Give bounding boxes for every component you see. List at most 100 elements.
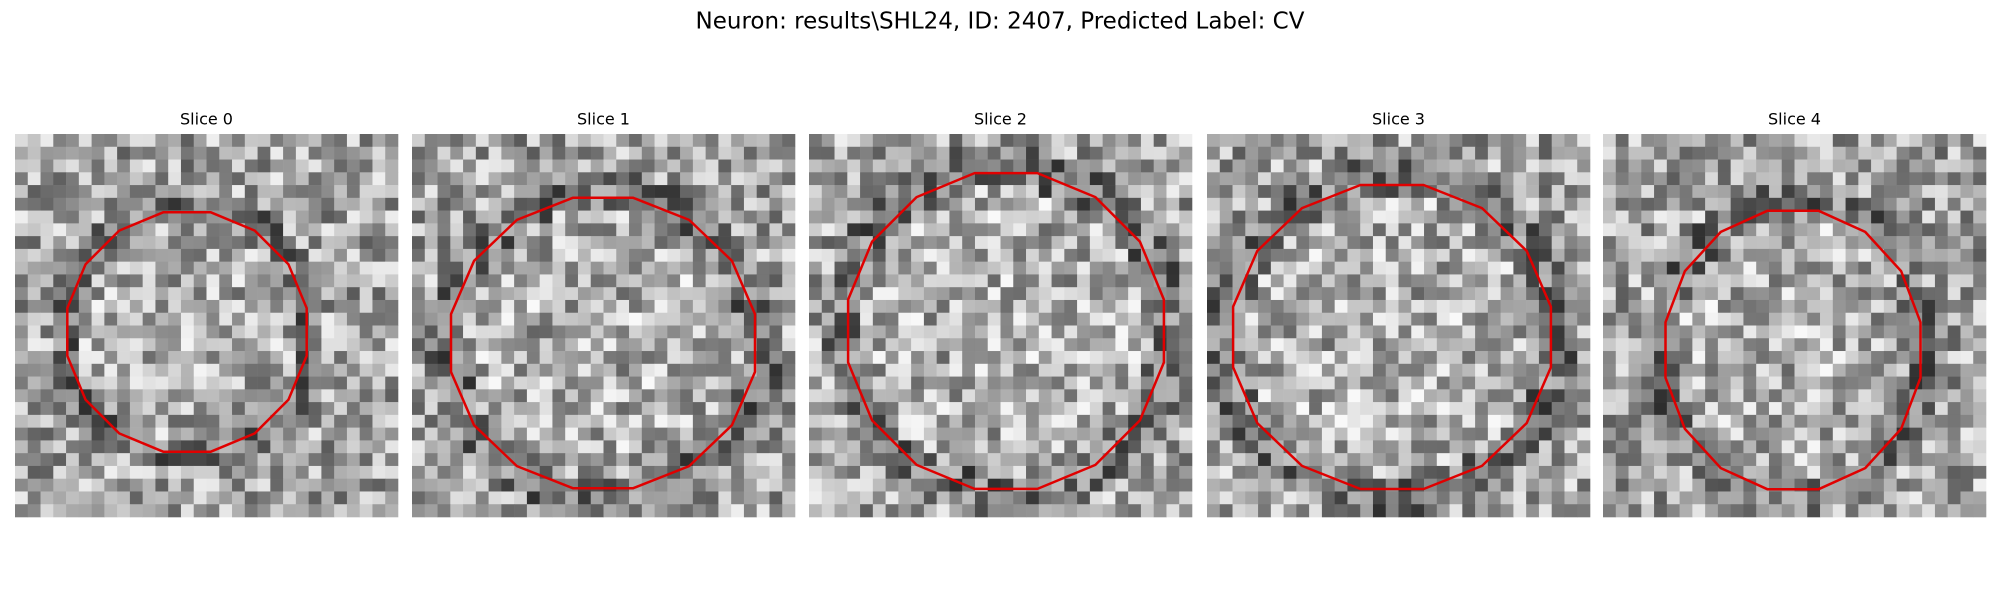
pixel [1513, 146, 1527, 160]
pixel [1896, 197, 1910, 211]
pixel [1064, 427, 1078, 441]
pixel [1475, 261, 1489, 275]
pixel [1424, 338, 1438, 352]
pixel [1705, 338, 1719, 352]
pixel [91, 389, 105, 403]
pixel [1717, 363, 1731, 377]
pixel [1909, 504, 1923, 518]
pixel [1564, 287, 1578, 301]
pixel [1960, 389, 1974, 403]
pixel [860, 274, 874, 288]
pixel [232, 402, 246, 416]
pixel [270, 491, 284, 505]
pixel [1577, 312, 1591, 326]
pixel [1013, 185, 1027, 199]
pixel [603, 453, 617, 467]
pixel [1219, 351, 1233, 365]
pixel [1845, 299, 1859, 314]
pixel [834, 146, 848, 160]
pixel [1436, 389, 1450, 403]
pixel [142, 478, 156, 492]
pixel [1551, 261, 1565, 275]
pixel [1102, 312, 1116, 326]
pixel [1309, 402, 1323, 416]
pixel [654, 223, 668, 237]
pixel [155, 389, 169, 403]
pixel [257, 376, 271, 390]
pixel [1115, 504, 1129, 518]
pixel [1102, 287, 1116, 301]
pixel [437, 338, 451, 352]
pixel [923, 146, 937, 160]
pixel [1411, 287, 1425, 301]
pixel [1871, 402, 1885, 416]
pixel [1832, 351, 1846, 365]
pixel [129, 338, 143, 352]
pixel [590, 299, 604, 314]
pixel [1258, 312, 1272, 326]
pixel [1089, 465, 1103, 479]
pixel [1934, 338, 1948, 352]
pixel [1166, 134, 1180, 148]
pixel [629, 146, 643, 160]
pixel [1947, 223, 1961, 237]
pixel [692, 248, 706, 262]
pixel [872, 172, 886, 186]
pixel [1807, 465, 1821, 479]
pixel [603, 402, 617, 416]
pixel [1717, 197, 1731, 211]
pixel [193, 504, 207, 518]
pixel [104, 465, 118, 479]
pixel [372, 312, 386, 326]
pixel [40, 172, 54, 186]
pixel [372, 274, 386, 288]
pixel [1577, 159, 1591, 173]
pixel [616, 351, 630, 365]
pixel [1845, 389, 1859, 403]
pixel [334, 440, 348, 454]
pixel [1347, 376, 1361, 390]
pixel [1756, 185, 1770, 199]
pixel [885, 504, 899, 518]
pixel [15, 351, 29, 365]
pixel [821, 312, 835, 326]
pixel [1973, 338, 1987, 352]
pixel [1845, 134, 1859, 148]
pixel [1475, 363, 1489, 377]
pixel [129, 389, 143, 403]
pixel [385, 402, 399, 416]
pixel [1641, 440, 1655, 454]
pixel [1487, 427, 1501, 441]
pixel [1538, 236, 1552, 250]
pixel [1858, 134, 1872, 148]
pixel [219, 134, 233, 148]
pixel [1909, 261, 1923, 275]
pixel [769, 453, 783, 467]
panel-title: Slice 3 [1372, 110, 1425, 129]
pixel [936, 491, 950, 505]
pixel [1666, 351, 1680, 365]
pixel [1538, 197, 1552, 211]
pixel [1526, 312, 1540, 326]
pixel [1679, 504, 1693, 518]
pixel [834, 197, 848, 211]
contour [1664, 209, 1922, 491]
pixel [1909, 274, 1923, 288]
pixel [731, 338, 745, 352]
pixel [385, 312, 399, 326]
pixel [743, 261, 757, 275]
pixel [1666, 312, 1680, 326]
pixel [1730, 414, 1744, 428]
pixel [1309, 389, 1323, 403]
pixel [308, 478, 322, 492]
pixel [539, 172, 553, 186]
pixel [514, 351, 528, 365]
pixel [450, 440, 464, 454]
pixel [1102, 478, 1116, 492]
pixel [1153, 159, 1167, 173]
pixel [1140, 427, 1154, 441]
pixel [1641, 389, 1655, 403]
pixel [1258, 363, 1272, 377]
pixel [1321, 389, 1335, 403]
pixel [117, 402, 131, 416]
